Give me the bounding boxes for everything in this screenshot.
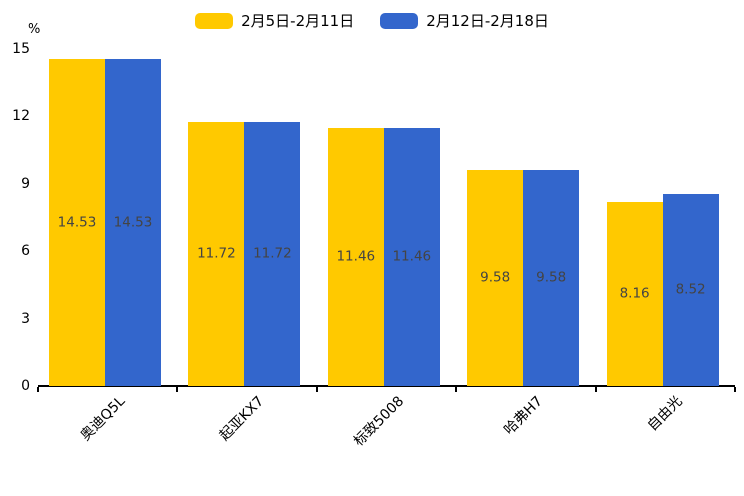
legend: 2月5日-2月11日 2月12日-2月18日 (0, 8, 744, 34)
bar-2月5日-2月11日-哈弗H7: 9.58 (467, 170, 524, 386)
y-axis-unit-label: % (28, 22, 41, 37)
legend-item-1: 2月12日-2月18日 (380, 13, 549, 29)
bar-2月12日-2月18日-起亚KX7: 11.72 (244, 122, 301, 386)
bar-2月12日-2月18日-标致5008: 11.46 (383, 128, 440, 386)
x-axis-tick (315, 387, 318, 392)
bar-value-label: 11.46 (336, 248, 376, 265)
bar-value-label: 11.46 (392, 248, 432, 265)
legend-label: 2月12日-2月18日 (426, 11, 549, 30)
bar-value-label: 9.58 (536, 269, 567, 286)
bar-value-label: 9.58 (480, 269, 511, 286)
bar-2月5日-2月11日-奥迪Q5L: 14.53 (49, 59, 105, 386)
x-axis-line (38, 385, 735, 387)
x-category-label: 奥迪Q5L (77, 393, 129, 445)
x-category-label: 标致5008 (350, 393, 408, 450)
bar-value-label: 14.53 (57, 213, 97, 230)
legend-swatch-icon (380, 13, 419, 29)
bar-value-label: 11.72 (253, 245, 292, 262)
bar-2月12日-2月18日-自由光: 8.52 (662, 194, 719, 386)
x-category-label: 自由光 (644, 393, 686, 435)
y-tick-label: 0 (21, 378, 30, 394)
bar-value-label: 8.52 (675, 281, 706, 298)
y-tick-label: 6 (21, 243, 30, 259)
x-category-label: 起亚KX7 (217, 393, 268, 444)
x-axis-tick (734, 387, 736, 392)
x-axis-tick (176, 387, 179, 392)
x-category-label: 哈弗H7 (501, 393, 547, 439)
y-tick-label: 15 (12, 40, 30, 57)
x-axis-tick (37, 387, 39, 392)
bar-2月12日-2月18日-奥迪Q5L: 14.53 (105, 59, 161, 386)
x-axis-tick (594, 387, 597, 392)
bar-2月5日-2月11日-起亚KX7: 11.72 (188, 122, 245, 386)
y-tick-label: 3 (21, 310, 30, 327)
legend-label: 2月5日-2月11日 (241, 11, 355, 30)
x-axis-tick (455, 387, 458, 392)
y-tick-label: 9 (21, 175, 30, 192)
bar-2月5日-2月11日-自由光: 8.16 (606, 202, 663, 386)
legend-item-0: 2月5日-2月11日 (195, 13, 354, 29)
bar-value-label: 8.16 (619, 285, 650, 302)
y-tick-label: 12 (12, 108, 30, 124)
bar-value-label: 11.72 (197, 245, 236, 262)
bar-value-label: 14.53 (113, 213, 153, 230)
bar-2月5日-2月11日-标致5008: 11.46 (327, 128, 384, 386)
bar-2月12日-2月18日-哈弗H7: 9.58 (523, 170, 580, 386)
legend-swatch-icon (195, 13, 234, 29)
